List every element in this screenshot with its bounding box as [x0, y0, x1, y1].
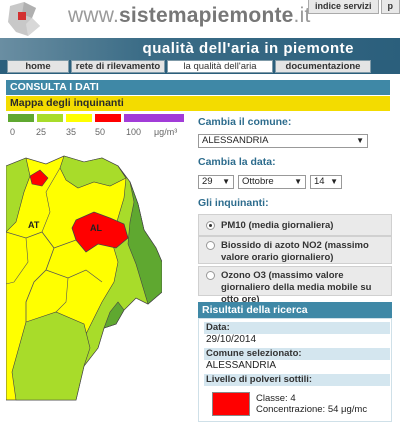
legend-label: 35 — [66, 127, 77, 137]
banner-title: qualità dell'aria in piemonte — [142, 40, 354, 57]
piemonte-logo-icon[interactable] — [2, 0, 62, 40]
mappa-header: Mappa degli inquinanti — [6, 96, 390, 111]
radio-selected-icon[interactable] — [206, 221, 215, 230]
nav-documentazione[interactable]: documentazione — [275, 60, 371, 73]
classe-value: Classe: 4 — [256, 393, 296, 404]
legend-label: 100 — [126, 127, 142, 137]
day-select[interactable]: 29 ▼ — [198, 175, 234, 189]
nav-rete-di-rilevamento[interactable]: rete di rilevamento — [71, 60, 165, 73]
level-details: Classe: 4 Concentrazione: 54 μg/mc — [256, 393, 367, 415]
site-name[interactable]: www.sistemapiemonte.it — [68, 4, 311, 27]
legend-label: 50 — [95, 127, 106, 137]
top-tab-cut[interactable]: p — [380, 0, 400, 14]
data-label: Cambia la data: — [198, 156, 276, 168]
legend-swatch-purple — [124, 114, 184, 122]
result-comune-label: Comune selezionato: — [204, 348, 390, 360]
concentrazione-value: Concentrazione: 54 μg/mc — [256, 404, 368, 415]
option-no2[interactable]: Biossido di azoto NO2 (massimo valore or… — [198, 236, 392, 264]
year-select[interactable]: 14 ▼ — [310, 175, 342, 189]
legend-label: 25 — [36, 127, 47, 137]
month-select[interactable]: Ottobre ▼ — [238, 175, 306, 189]
nav-qualita-aria[interactable]: la qualità dell'aria — [167, 60, 273, 73]
banner: qualità dell'aria in piemonte — [0, 38, 400, 60]
top-tabs: indice servizi p — [306, 0, 400, 14]
chevron-down-icon: ▼ — [330, 177, 338, 186]
chevron-down-icon: ▼ — [294, 177, 302, 186]
map-label-at: AT — [28, 220, 40, 230]
legend-swatch-lightgreen — [37, 114, 63, 122]
map-label-al: AL — [90, 223, 102, 233]
top-tab-indice-servizi[interactable]: indice servizi — [307, 0, 379, 14]
radio-icon[interactable] — [206, 241, 215, 250]
chevron-down-icon: ▼ — [222, 177, 230, 186]
result-data-value: 29/10/2014 — [206, 334, 257, 345]
legend-unit: μg/m³ — [154, 127, 178, 137]
legend-label: 0 — [10, 127, 16, 137]
level-color-box — [212, 392, 250, 416]
legend-swatch-green — [8, 114, 34, 122]
site-header: www.sistemapiemonte.it indice servizi p — [0, 0, 400, 38]
legend-swatch-red — [95, 114, 121, 122]
option-pm10[interactable]: PM10 (media giornaliera) — [198, 214, 392, 236]
results-header: Risultati della ricerca — [198, 302, 392, 318]
option-o3[interactable]: Ozono O3 (massimo valore giornaliero del… — [198, 266, 392, 305]
color-legend: 0 25 35 50 100 μg/m³ — [8, 114, 193, 138]
main-nav: home rete di rilevamento la qualità dell… — [0, 60, 400, 74]
result-data-label: Data: — [204, 322, 390, 334]
comune-select[interactable]: ALESSANDRIA ▼ — [198, 134, 368, 148]
legend-swatch-yellow — [66, 114, 92, 122]
comune-label: Cambia il comune: — [198, 116, 292, 128]
radio-icon[interactable] — [206, 271, 215, 280]
chevron-down-icon: ▼ — [356, 136, 364, 145]
inquinanti-label: Gli inquinanti: — [198, 197, 269, 209]
result-livello-label: Livello di polveri sottili: — [204, 374, 390, 386]
consulta-header: CONSULTA I DATI — [6, 80, 390, 95]
nav-home[interactable]: home — [7, 60, 69, 73]
pollution-map[interactable]: AT AL — [6, 152, 162, 402]
result-comune-value: ALESSANDRIA — [206, 360, 277, 371]
